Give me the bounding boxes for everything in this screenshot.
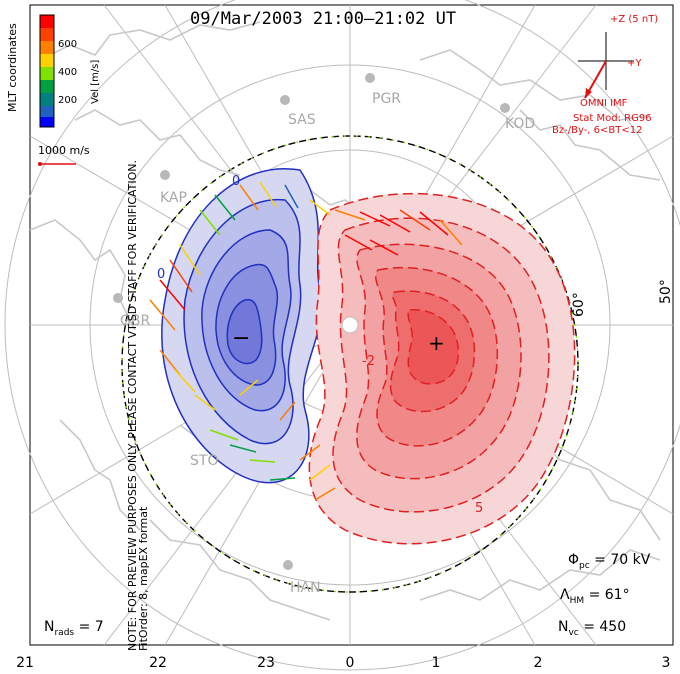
contour-label-5: 5 (475, 501, 483, 516)
mlt-label-22: 22 (149, 655, 167, 671)
mlt-label-0: 0 (346, 655, 355, 671)
imf-model: Stat Mod: RG96 (573, 113, 652, 124)
imf-z-label: +Z (5 nT) (610, 14, 658, 25)
radar-sites: PGR SAS KOD KAP GBR HAN STO (120, 91, 535, 596)
radar-kap: KAP (160, 190, 187, 206)
colorbar-tick-400: 400 (58, 67, 77, 78)
radar-pgr: PGR (372, 91, 401, 107)
n-vc-stat: Nvc = 450 (558, 619, 627, 638)
n-rads-stat: Nrads = 7 (44, 619, 104, 638)
imf-source: OMNI IMF (580, 98, 628, 109)
lambda-hm-stat: ΛHM = 61° (560, 587, 630, 606)
fit-order-note: FitOrder: 8, mapEX format (137, 506, 150, 651)
negative-potential-cell (161, 168, 323, 484)
phi-pc-stat: Φpc = 70 kV (568, 552, 651, 571)
mlt-label-3: 3 (662, 655, 671, 671)
map-title: 09/Mar/2003 21:00–21:02 UT (190, 9, 457, 29)
colorbar-tick-200: 200 (58, 95, 77, 106)
contour-label-0b: 0 (157, 267, 165, 282)
potential-max-marker: + (428, 331, 445, 355)
mlt-label-23: 23 (257, 655, 275, 671)
lat-label-60: 60° (571, 292, 587, 317)
mlt-label-1: 1 (432, 655, 441, 671)
radar-site-markers (113, 73, 510, 570)
radar-kod: KOD (505, 116, 535, 132)
mlt-label-21: 21 (16, 655, 34, 671)
mlt-label-2: 2 (534, 655, 543, 671)
boundary-points (121, 135, 579, 593)
colorbar-label: Vel [m/s] (90, 60, 101, 104)
radar-sas: SAS (288, 112, 316, 128)
imf-condition: Bz-/By-, 6<BT<12 (552, 125, 642, 136)
side-notes: NOTE: FOR PREVIEW PURPOSES ONLY. PLEASE … (126, 31, 150, 651)
colorbar-tick-600: 600 (58, 39, 77, 50)
potential-min-marker: − (232, 326, 250, 351)
radar-sto: STO (190, 453, 218, 469)
coordinates-label: MLT coordinates (6, 23, 19, 112)
contour-label-0a: 0 (232, 174, 240, 189)
contour-label-2: -2 (362, 354, 375, 369)
radar-han: HAN (290, 580, 321, 596)
velocity-vectors (149, 181, 463, 501)
lat-label-50: 50° (658, 279, 674, 304)
positive-potential-cell (308, 192, 576, 545)
color-bar (39, 14, 55, 128)
radar-gbr: GBR (120, 313, 150, 329)
imf-clock (578, 32, 634, 99)
velocity-scale-label: 1000 m/s (38, 144, 90, 157)
pole-marker (341, 316, 359, 334)
imf-y-label: +Y (627, 58, 642, 69)
